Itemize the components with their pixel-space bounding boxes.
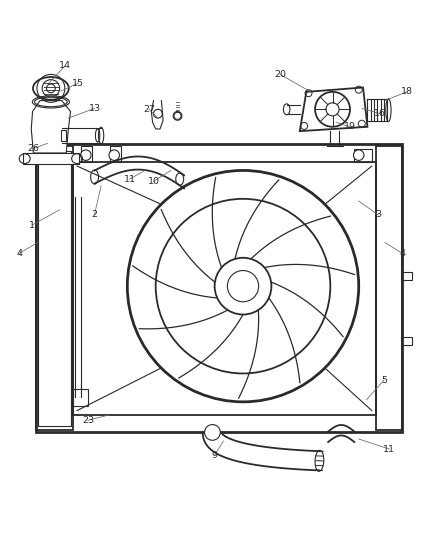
Text: 1: 1	[29, 221, 35, 230]
Text: 23: 23	[82, 416, 94, 425]
Text: 9: 9	[212, 450, 218, 459]
Text: 4: 4	[399, 249, 406, 258]
Text: 3: 3	[375, 211, 381, 220]
Ellipse shape	[173, 111, 182, 120]
Text: 10: 10	[148, 177, 159, 186]
Text: 18: 18	[401, 87, 413, 96]
Bar	[376, 147, 403, 430]
Bar	[60, 130, 66, 141]
Text: 16: 16	[374, 109, 386, 118]
Bar	[403, 337, 412, 345]
Bar	[22, 153, 79, 164]
Text: 13: 13	[88, 104, 101, 113]
Polygon shape	[300, 87, 367, 131]
Ellipse shape	[99, 127, 104, 144]
Text: 2: 2	[92, 209, 98, 219]
Bar	[73, 389, 88, 406]
Circle shape	[215, 258, 272, 314]
Text: 11: 11	[124, 175, 135, 184]
Ellipse shape	[33, 77, 69, 100]
Text: 19: 19	[344, 122, 356, 131]
Text: 15: 15	[72, 79, 85, 87]
Bar	[110, 147, 121, 161]
Text: 20: 20	[274, 70, 286, 79]
Bar	[354, 149, 372, 161]
Ellipse shape	[386, 99, 391, 122]
Text: 26: 26	[28, 144, 39, 153]
Circle shape	[109, 150, 120, 160]
Text: 27: 27	[143, 105, 155, 114]
Bar	[35, 147, 73, 430]
Text: 5: 5	[381, 376, 387, 384]
Bar	[73, 161, 376, 415]
Circle shape	[81, 150, 91, 160]
Polygon shape	[31, 101, 71, 153]
Circle shape	[353, 150, 364, 160]
Bar	[35, 144, 403, 432]
Text: 11: 11	[383, 445, 395, 454]
Text: 14: 14	[59, 61, 71, 70]
Circle shape	[205, 425, 220, 440]
Bar	[403, 272, 412, 280]
Text: 4: 4	[16, 249, 22, 258]
Bar	[38, 151, 71, 426]
Bar	[81, 147, 92, 161]
